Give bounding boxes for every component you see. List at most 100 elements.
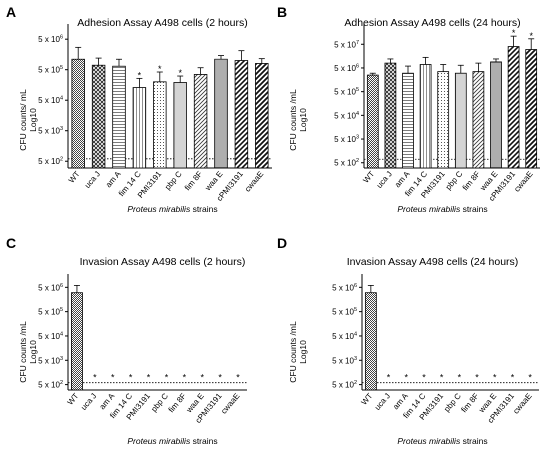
y-axis-label-line2: Log10 bbox=[298, 108, 308, 132]
significance-marker: * bbox=[422, 373, 426, 383]
x-tick-label: uca J bbox=[79, 392, 98, 412]
bar bbox=[419, 64, 432, 169]
panel-label: C bbox=[6, 235, 17, 251]
bar bbox=[507, 46, 520, 169]
significance-marker: * bbox=[158, 64, 162, 74]
y-tick-label: 5 x 104 bbox=[334, 111, 359, 121]
y-axis-label: CFU counts /mL Log10 bbox=[288, 75, 308, 165]
chart-title: Invasion Assay A498 cells (2 hours) bbox=[79, 256, 246, 268]
plot-area: 5 x 102 5 x 103 5 x 104 5 x 105 5 x 106 WT * uc… bbox=[38, 274, 247, 425]
x-tick-label: uca J bbox=[373, 392, 392, 412]
x-tick-label: WT bbox=[359, 391, 374, 406]
bar bbox=[153, 81, 167, 169]
y-axis-label: CFU counts /mL Log10 bbox=[18, 307, 38, 397]
y-tick-label: 5 x 104 bbox=[38, 331, 63, 341]
significance-marker: * bbox=[493, 373, 497, 383]
bar bbox=[364, 292, 377, 391]
x-axis-title-rest: strains bbox=[190, 436, 218, 446]
chart-panel-a: A Adhesion Assay A498 cells (2 hours) CF… bbox=[0, 0, 275, 225]
significance-marker: * bbox=[440, 373, 444, 383]
plot-area: 5 x 102 5 x 103 5 x 104 5 x 105 5 x 106 WT * uc… bbox=[332, 274, 539, 425]
significance-marker: * bbox=[138, 70, 142, 80]
significance-marker: * bbox=[387, 373, 391, 383]
x-tick-label: am A bbox=[104, 169, 123, 189]
x-tick-label: pbp C bbox=[149, 391, 170, 413]
x-tick-label: WT bbox=[66, 391, 81, 406]
bar bbox=[91, 64, 106, 169]
significance-marker: * bbox=[475, 373, 479, 383]
y-tick-label: 5 x 102 bbox=[38, 380, 63, 390]
y-tick-label: 5 x 106 bbox=[334, 63, 359, 73]
significance-marker: * bbox=[528, 373, 532, 383]
x-axis-title: Proteus mirabilis strains bbox=[70, 204, 275, 214]
significance-marker: * bbox=[147, 373, 151, 383]
panel-label: B bbox=[277, 4, 288, 20]
y-tick-label: 5 x 105 bbox=[38, 65, 63, 75]
y-axis-label: CFU counts /mL Log10 bbox=[288, 307, 308, 397]
y-tick-label: 5 x 102 bbox=[334, 158, 359, 168]
x-axis-title-italic: Proteus mirabilis bbox=[397, 436, 461, 446]
significance-marker: * bbox=[165, 373, 169, 383]
bar bbox=[384, 62, 397, 169]
y-axis-label-line1: CFU counts/ mL bbox=[18, 89, 28, 151]
significance-marker: * bbox=[111, 373, 115, 383]
plot-area: 5 x 102 5 x 103 5 x 104 5 x 105 5 x 106 5 x 1… bbox=[334, 24, 540, 203]
significance-marker: * bbox=[511, 373, 515, 383]
y-tick-label: 5 x 105 bbox=[334, 87, 359, 97]
y-tick-label: 5 x 106 bbox=[332, 283, 357, 293]
panel-label: D bbox=[277, 235, 288, 251]
bar bbox=[437, 71, 450, 169]
x-tick-label: fim 8F bbox=[183, 169, 204, 192]
x-axis-title-rest: strains bbox=[460, 204, 488, 214]
bar bbox=[234, 60, 249, 169]
panel-label: A bbox=[6, 4, 17, 20]
x-tick-label: uca J bbox=[375, 170, 394, 190]
x-tick-label: cwaaE bbox=[512, 170, 534, 194]
bar bbox=[454, 72, 467, 169]
chart-title: Adhesion Assay A498 cells (2 hours) bbox=[77, 17, 248, 29]
significance-marker: * bbox=[183, 373, 187, 383]
y-tick-label: 5 x 103 bbox=[334, 135, 359, 145]
bar bbox=[132, 87, 147, 169]
x-tick-label: pbp C bbox=[163, 169, 184, 191]
x-tick-label: fim 8F bbox=[167, 391, 188, 414]
x-axis-title-italic: Proteus mirabilis bbox=[397, 204, 461, 214]
significance-marker: * bbox=[512, 28, 516, 38]
significance-marker: * bbox=[200, 373, 204, 383]
x-axis-title-italic: Proteus mirabilis bbox=[127, 204, 191, 214]
x-tick-label: fim 8F bbox=[461, 169, 482, 192]
bar bbox=[402, 72, 414, 169]
y-axis-label-line1: CFU counts /mL bbox=[288, 89, 298, 151]
bar bbox=[71, 58, 85, 169]
significance-marker: * bbox=[458, 373, 462, 383]
y-axis-label-line2: Log10 bbox=[28, 108, 38, 132]
bar bbox=[71, 292, 83, 391]
x-axis-title: Proteus mirabilis strains bbox=[340, 204, 545, 214]
bar bbox=[173, 82, 187, 169]
x-tick-label: uca J bbox=[83, 170, 102, 190]
x-axis-title-rest: strains bbox=[190, 204, 218, 214]
y-tick-label: 5 x 106 bbox=[38, 283, 63, 293]
significance-marker: * bbox=[218, 373, 222, 383]
y-tick-label: 5 x 102 bbox=[332, 380, 357, 390]
bar bbox=[255, 63, 269, 169]
y-tick-label: 5 x 102 bbox=[38, 157, 63, 167]
y-axis-label-line2: Log10 bbox=[28, 340, 38, 364]
x-axis-title-italic: Proteus mirabilis bbox=[127, 436, 191, 446]
x-tick-label: cwaaE bbox=[219, 392, 241, 416]
x-tick-label: WT bbox=[67, 169, 82, 184]
bar bbox=[472, 71, 485, 169]
significance-marker: * bbox=[404, 373, 408, 383]
x-axis-title: Proteus mirabilis strains bbox=[340, 436, 545, 446]
y-tick-label: 5 x 107 bbox=[334, 40, 359, 50]
y-tick-label: 5 x 103 bbox=[332, 356, 357, 366]
y-axis-label-line1: CFU counts /mL bbox=[288, 321, 298, 383]
significance-marker: * bbox=[129, 373, 133, 383]
y-axis-label-line1: CFU counts /mL bbox=[18, 321, 28, 383]
significance-marker: * bbox=[529, 31, 533, 41]
bar bbox=[525, 49, 538, 169]
significance-marker: * bbox=[93, 373, 97, 383]
significance-marker: * bbox=[236, 373, 240, 383]
y-tick-label: 5 x 105 bbox=[332, 307, 357, 317]
x-tick-label: pbp C bbox=[442, 391, 463, 413]
